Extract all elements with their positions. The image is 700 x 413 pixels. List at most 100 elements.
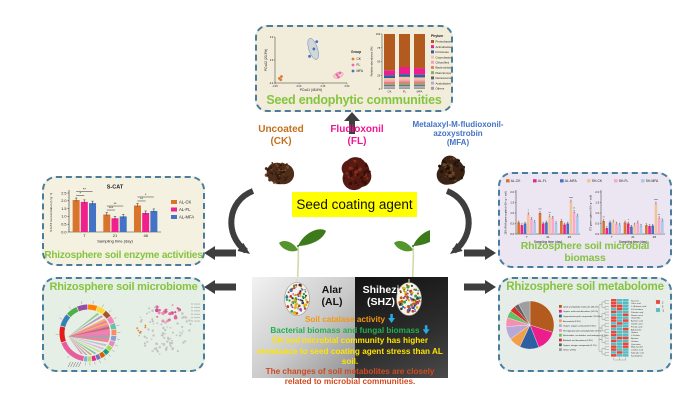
panel-microbiome: Rhizosphere soil microbiome xyxy=(42,277,205,372)
svg-text:Myo-inositol: Myo-inositol xyxy=(631,346,643,349)
svg-text:21: 21 xyxy=(631,235,635,239)
svg-text:Organic acids and derivatives: Organic acids and derivatives (14.1%) xyxy=(563,310,598,313)
finding-metabolites: The changes of soil metabolites are clos… xyxy=(254,367,446,387)
svg-text:21: 21 xyxy=(113,233,118,238)
svg-text:Choline: Choline xyxy=(631,341,639,343)
arrow-up-to-endophytic-icon xyxy=(344,112,360,134)
svg-text:-2: -2 xyxy=(662,310,665,312)
svg-text:Chloroflexi: Chloroflexi xyxy=(436,61,450,65)
svg-text:2.5: 2.5 xyxy=(61,191,66,195)
svg-text:16S rRNA gene copies (×10⁹ g⁻¹: 16S rRNA gene copies (×10⁹ g⁻¹ soil) xyxy=(504,191,508,234)
site-label-alar: Alar (AL) xyxy=(310,284,354,308)
svg-text:0.0: 0.0 xyxy=(61,230,66,234)
panel-title-biomass: Rhizosphere soil microbial biomass xyxy=(520,240,650,264)
biomass-legend: AL-CK AL-FL AL-MFA SH-CK SH-FL SH-MFA xyxy=(506,179,659,183)
seed-label-mfa-line1: Metalaxyl-M-fludioxonil- xyxy=(412,120,504,129)
finding-biomass-text: Bacterial biomass and fungal biomass xyxy=(270,326,420,336)
svg-text:0.00: 0.00 xyxy=(297,85,302,88)
svg-text:Alkaloids and derivatives (3.6: Alkaloids and derivatives (3.6%) xyxy=(563,339,593,342)
seed-label-ck-line1: Uncoated xyxy=(258,124,304,135)
svg-text:75: 75 xyxy=(377,46,380,50)
svg-text:SH-FL: SH-FL xyxy=(619,179,629,183)
svg-text:1.0: 1.0 xyxy=(595,211,599,215)
svg-text:Linoleic acid: Linoleic acid xyxy=(631,350,644,352)
pie-legend: Lipids and lipid-like molecules (30.2%) O… xyxy=(559,305,608,352)
svg-text:**: ** xyxy=(140,196,144,201)
svg-text:AL-CK: AL-CK xyxy=(511,179,522,183)
svg-text:AL-FL: AL-FL xyxy=(179,207,191,212)
finding-catalase: Soil catalase activity xyxy=(254,314,446,325)
svg-text:**: ** xyxy=(573,207,575,211)
panel-seed-endophytic: -0.25 0.00 0.25 0.50 -0.2 0.0 0.2 PCoA1 (45.6%)… xyxy=(255,25,453,112)
panel-title-enzyme: Rhizosphere soil enzyme activities xyxy=(44,250,203,261)
svg-text:Sampling time (day): Sampling time (day) xyxy=(619,240,647,244)
svg-text:***: *** xyxy=(109,205,114,210)
svg-text:Sampling time (day): Sampling time (day) xyxy=(534,240,562,244)
svg-text:AL-FL: AL-FL xyxy=(538,179,547,183)
svg-text:Firmicutes: Firmicutes xyxy=(436,50,450,54)
svg-text:MFA: MFA xyxy=(417,90,423,94)
svg-text:48: 48 xyxy=(653,235,657,239)
panel-title-metabolome: Rhizosphere soil metabolome xyxy=(506,281,664,293)
svg-text:1.5: 1.5 xyxy=(595,201,599,205)
svg-text:48: 48 xyxy=(143,233,148,238)
arrow-to-enzyme-icon xyxy=(204,246,236,260)
pcoa-scatter-plot: -0.25 0.00 0.25 0.50 -0.2 0.0 0.2 PCoA1 (45.6%)… xyxy=(264,36,364,92)
svg-text:Kaempferol: Kaempferol xyxy=(631,354,643,357)
svg-text:Sampling time (day): Sampling time (day) xyxy=(97,239,133,244)
svg-text:0.2: 0.2 xyxy=(270,36,274,39)
alar-soil-microbiome-oval xyxy=(284,279,310,316)
svg-text:Relative abundance (%): Relative abundance (%) xyxy=(370,47,374,77)
svg-text:7: 7 xyxy=(83,233,86,238)
cooccurrence-network-plot xyxy=(136,303,200,355)
finding-biomass: Bacterial biomass and fungal biomass xyxy=(254,325,446,336)
svg-text:2.0: 2.0 xyxy=(61,199,66,203)
svg-text:**: ** xyxy=(549,211,551,215)
curved-arrows-icon xyxy=(228,188,472,254)
svg-text:0.5: 0.5 xyxy=(510,222,514,226)
seed-label-mfa-line2: azoxystrobin xyxy=(433,129,483,139)
svg-text:*: * xyxy=(79,191,81,196)
finding-resistance-text: SH soil microbial community has higher r… xyxy=(257,336,443,366)
svg-text:Betaine: Betaine xyxy=(631,337,639,340)
svg-text:Acidobacteriota: Acidobacteriota xyxy=(436,81,452,85)
seed-label-fl: Fludioxonil (FL) xyxy=(318,124,396,147)
svg-text:25: 25 xyxy=(377,73,380,77)
svg-text:D-Trehalose: D-Trehalose xyxy=(631,308,644,311)
svg-text:PCoA2 (20.3%): PCoA2 (20.3%) xyxy=(264,49,268,71)
svg-text:2.0: 2.0 xyxy=(595,190,599,194)
svg-text:PCoA1 (45.6%): PCoA1 (45.6%) xyxy=(300,88,322,92)
site-alar-name: Alar xyxy=(321,284,343,296)
svg-text:Phenylpropanoids and polyketid: Phenylpropanoids and polyketides (5.8%) xyxy=(563,329,602,332)
svg-text:Sucrose: Sucrose xyxy=(631,299,640,302)
svg-text:Group: Group xyxy=(351,50,361,54)
svg-text:Cyanobacteria: Cyanobacteria xyxy=(436,55,452,59)
svg-text:Palmitic acid: Palmitic acid xyxy=(631,311,644,314)
svg-text:**: ** xyxy=(603,216,605,220)
svg-text:Salicylic acid: Salicylic acid xyxy=(631,352,644,354)
svg-text:***: *** xyxy=(538,208,541,212)
arrow-to-microbiome-icon xyxy=(204,280,236,294)
svg-text:*: * xyxy=(528,209,529,213)
svg-text:2: 2 xyxy=(662,302,664,304)
svg-text:Ferulic acid: Ferulic acid xyxy=(631,325,643,328)
circos-plot xyxy=(55,300,121,368)
seed-label-ck: Uncoated (CK) xyxy=(243,124,319,147)
panel-enzyme-activities: 0.0 0.5 1.0 1.5 2.0 2.5 S-CAT S-CAT concentrati… xyxy=(42,176,205,266)
svg-text:Actinobacteria: Actinobacteria xyxy=(436,45,452,49)
svg-text:21: 21 xyxy=(546,235,550,239)
site-shihezi-abbr: (SHZ) xyxy=(367,296,395,309)
svg-text:Others: Others xyxy=(436,87,445,91)
sites-findings-box: Alar (AL) Shihezi (SHZ) Soil catalase ac… xyxy=(252,277,448,386)
svg-text:Lipids and lipid-like molecule: Lipids and lipid-like molecules (30.2%) xyxy=(563,306,599,308)
scat-bar-chart: 0.0 0.5 1.0 1.5 2.0 2.5 S-CAT S-CAT concentrati… xyxy=(49,185,194,244)
finding-catalase-text: Soil catalase activity xyxy=(304,315,386,324)
arrow-to-metabolome-icon xyxy=(464,280,496,294)
finding-metabolites-text: The changes of soil metabolites are clos… xyxy=(265,367,435,387)
svg-text:Phylum: Phylum xyxy=(431,34,443,38)
svg-text:0: 0 xyxy=(379,87,381,91)
seed-coating-agent-banner: Seed coating agent xyxy=(292,192,417,217)
